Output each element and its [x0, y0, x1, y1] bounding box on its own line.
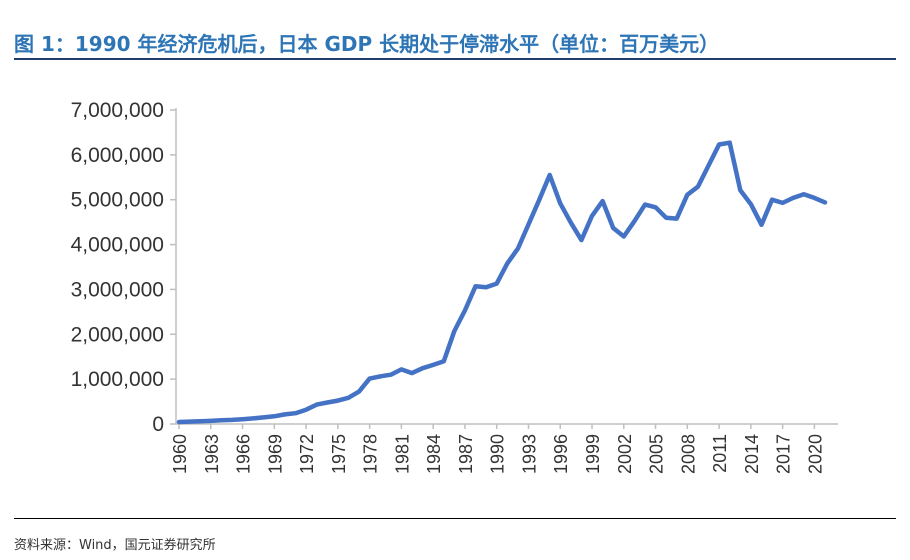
footer-rule	[14, 518, 896, 519]
x-tick-label: 1990	[488, 434, 508, 474]
x-tick-label: 1969	[265, 434, 285, 474]
x-tick-label: 2005	[647, 434, 667, 474]
x-tick-label: 1960	[170, 434, 190, 474]
x-tick-label: 1978	[361, 434, 381, 474]
x-tick-label: 1999	[583, 434, 603, 474]
y-tick-label: 6,000,000	[71, 144, 164, 167]
y-tick-label: 5,000,000	[71, 189, 164, 212]
x-tick-label: 2017	[774, 434, 794, 474]
x-tick-label: 1993	[519, 434, 539, 474]
y-tick-label: 4,000,000	[71, 234, 164, 257]
x-tick-label: 2008	[678, 434, 698, 474]
x-tick-label: 2011	[710, 434, 730, 473]
x-tick-label: 2002	[615, 434, 635, 474]
x-tick-labels: 1960 1963 1966 1969 1972 1975 1978 1981 1984 1987…	[170, 424, 825, 474]
y-tick-label: 3,000,000	[71, 278, 164, 301]
x-tick-label: 1987	[456, 434, 476, 474]
x-tick-label: 1966	[234, 434, 254, 474]
y-tick-label: 1,000,000	[71, 368, 164, 391]
y-tick-label: 7,000,000	[71, 99, 164, 122]
x-tick-label: 1972	[297, 434, 317, 474]
y-tick-label: 2,000,000	[71, 323, 164, 346]
x-tick-label: 2014	[742, 434, 762, 474]
x-tick-label: 1984	[424, 434, 444, 474]
source-note: 资料来源：Wind，国元证券研究所	[14, 538, 216, 553]
x-tick-label: 1963	[202, 434, 222, 474]
gdp-series-line	[176, 140, 828, 425]
y-tick-labels: 0 1,000,000 2,000,000 3,000,000 4,000,000 5,0…	[71, 99, 176, 436]
x-tick-label: 1981	[392, 434, 412, 474]
y-tick-label: 0	[152, 413, 164, 436]
x-tick-label: 2020	[805, 434, 825, 474]
header-rule	[14, 58, 896, 60]
x-tick-label: 1975	[329, 434, 349, 474]
x-tick-label: 1996	[551, 434, 571, 474]
chart-title: 图 1：1990 年经济危机后，日本 GDP 长期处于停滞水平（单位：百万美元）	[14, 32, 720, 56]
